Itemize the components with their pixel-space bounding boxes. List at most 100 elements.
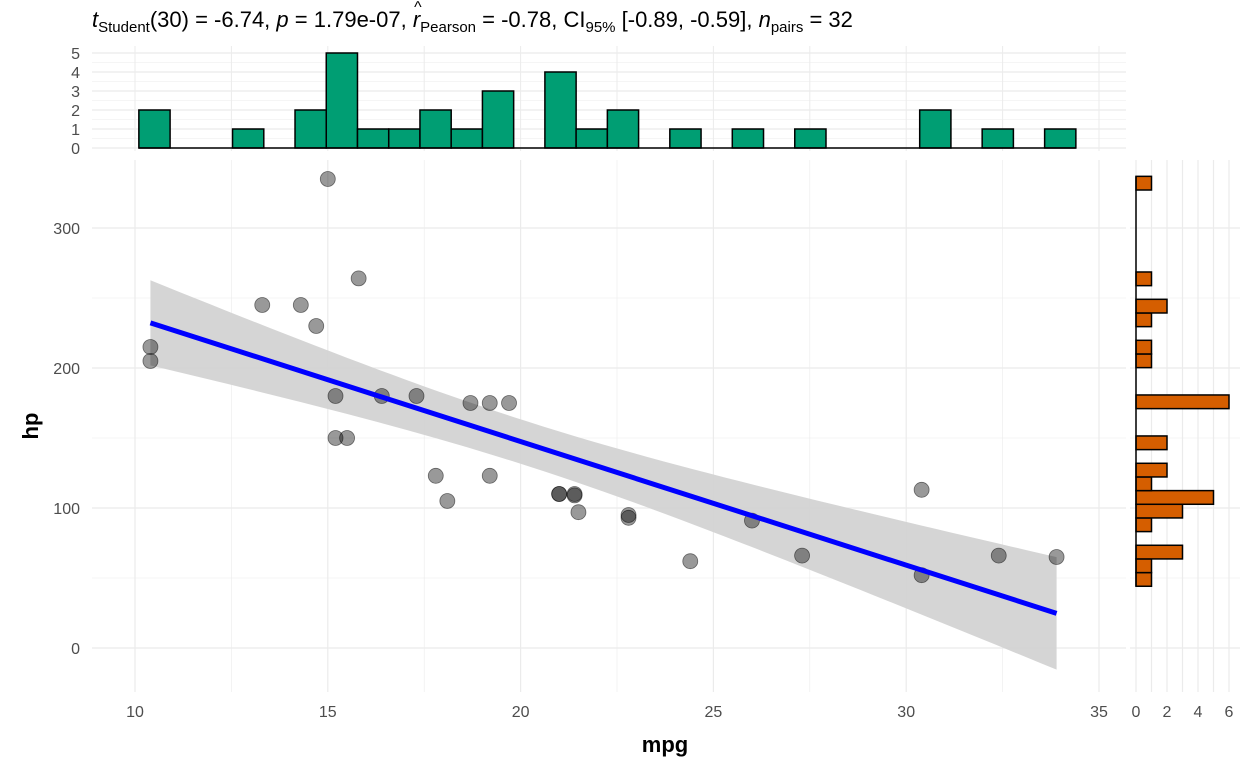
x-tick-label: 10 — [126, 704, 144, 721]
data-point — [254, 297, 271, 313]
x-tick-label: 35 — [1090, 704, 1108, 721]
ci-band — [150, 280, 1057, 670]
top-histogram-bar — [419, 109, 452, 149]
top-histogram-bar — [794, 128, 827, 149]
x-tick-label: 20 — [512, 704, 530, 721]
data-point — [142, 353, 159, 369]
top-histogram-bar — [981, 128, 1015, 149]
right-histogram-bar — [1135, 558, 1153, 574]
right-histogram-bar — [1135, 353, 1153, 369]
data-point — [1048, 549, 1065, 565]
chart-title: tStudent(30) = -6.74, p = 1.79e-07, rPea… — [92, 0, 853, 36]
data-point — [481, 467, 498, 484]
right-histogram-bar — [1135, 175, 1153, 191]
top-hist-y-tick-label: 0 — [71, 141, 80, 158]
n-symbol: n — [758, 7, 771, 32]
top-histogram-bar — [387, 128, 421, 149]
data-point — [794, 547, 810, 564]
top-hist-y-tick-label: 4 — [71, 65, 80, 82]
right-hist-x-tick-label: 0 — [1132, 704, 1141, 721]
top-histogram-bar — [481, 90, 515, 149]
y-axis-label: hp — [18, 413, 43, 440]
top-histogram-bar — [918, 109, 952, 149]
r-subscript: Pearson — [420, 19, 477, 36]
x-tick-label: 25 — [705, 704, 723, 721]
p-value: = 1.79e-07, — [288, 7, 413, 32]
y-tick-label: 200 — [53, 361, 80, 378]
top-histogram-bar — [356, 128, 390, 149]
data-point — [501, 395, 517, 411]
y-tick-label: 100 — [53, 501, 80, 518]
data-points — [142, 171, 1065, 584]
top-histogram-bar — [1043, 128, 1077, 149]
t-value: (30) = -6.74, — [149, 7, 277, 32]
top-histogram-bar — [294, 109, 328, 149]
data-point — [566, 487, 583, 504]
data-point — [292, 297, 309, 313]
right-histogram-bar — [1135, 394, 1230, 410]
top-histogram-bar — [544, 71, 577, 149]
data-point — [327, 388, 344, 404]
right-histogram-bar — [1135, 298, 1168, 314]
data-point — [990, 547, 1007, 564]
top-histogram-bar — [138, 109, 171, 149]
right-histogram-bar — [1135, 435, 1168, 451]
right-histogram-bar — [1135, 312, 1153, 328]
p-symbol: p — [276, 7, 289, 32]
right-histogram-bar — [1135, 503, 1184, 519]
top-hist-y-tick-label: 3 — [71, 84, 80, 101]
top-hist-y-tick-label: 5 — [71, 46, 80, 63]
data-point — [439, 493, 456, 509]
confidence-band — [150, 280, 1057, 670]
fit-line — [149, 320, 1058, 616]
x-axis-label: mpg — [642, 732, 688, 757]
r-value: = -0.78, CI — [476, 7, 586, 32]
data-point — [350, 270, 367, 287]
top-histogram-bar — [231, 128, 265, 149]
top-hist-y-tick-label: 2 — [71, 103, 80, 120]
right-histogram-bar — [1135, 489, 1215, 506]
right-hist-x-tick-label: 6 — [1225, 704, 1234, 721]
r-symbol: r — [413, 0, 422, 34]
n-value: = 32 — [803, 7, 853, 32]
x-tick-label: 30 — [897, 704, 915, 721]
ci-subscript: 95% — [585, 19, 616, 36]
y-tick-label: 0 — [71, 641, 80, 658]
right-histogram-bar — [1135, 544, 1184, 560]
right-histogram-bar — [1135, 476, 1153, 492]
data-point — [408, 388, 425, 404]
right-histogram-bar — [1135, 271, 1153, 287]
top-histogram-bar — [606, 109, 640, 149]
n-subscript: pairs — [770, 19, 804, 36]
data-point — [142, 339, 159, 355]
right-histogram-bar — [1135, 339, 1153, 355]
top-histogram — [138, 52, 1077, 149]
data-point — [327, 430, 344, 446]
data-point — [570, 504, 587, 521]
data-point — [913, 481, 930, 498]
top-histogram-bar — [325, 52, 359, 149]
data-point — [339, 430, 355, 446]
right-histogram — [1135, 175, 1230, 588]
t-subscript: Student — [98, 19, 150, 36]
data-point — [462, 395, 479, 411]
data-point — [551, 486, 568, 502]
data-point — [427, 467, 444, 484]
top-histogram-bar — [575, 128, 609, 149]
x-tick-label: 15 — [319, 704, 337, 721]
y-tick-label: 300 — [53, 221, 80, 238]
right-hist-x-tick-label: 4 — [1194, 704, 1203, 721]
data-point — [308, 318, 325, 334]
data-point — [319, 171, 336, 187]
right-histogram-bar — [1135, 462, 1168, 478]
data-point — [682, 553, 699, 570]
t-symbol: t — [92, 7, 99, 32]
regression-line — [149, 320, 1058, 616]
top-histogram-bar — [669, 128, 702, 149]
top-histogram-bar — [450, 128, 484, 149]
data-point — [620, 507, 637, 523]
right-histogram-bar — [1135, 517, 1153, 533]
right-histogram-bar — [1135, 571, 1153, 588]
tick-labels: 10 15 20 25 30 35 0 100 200 300 0 1 2 3 4 5 0 2 4 6 — [53, 46, 1233, 721]
